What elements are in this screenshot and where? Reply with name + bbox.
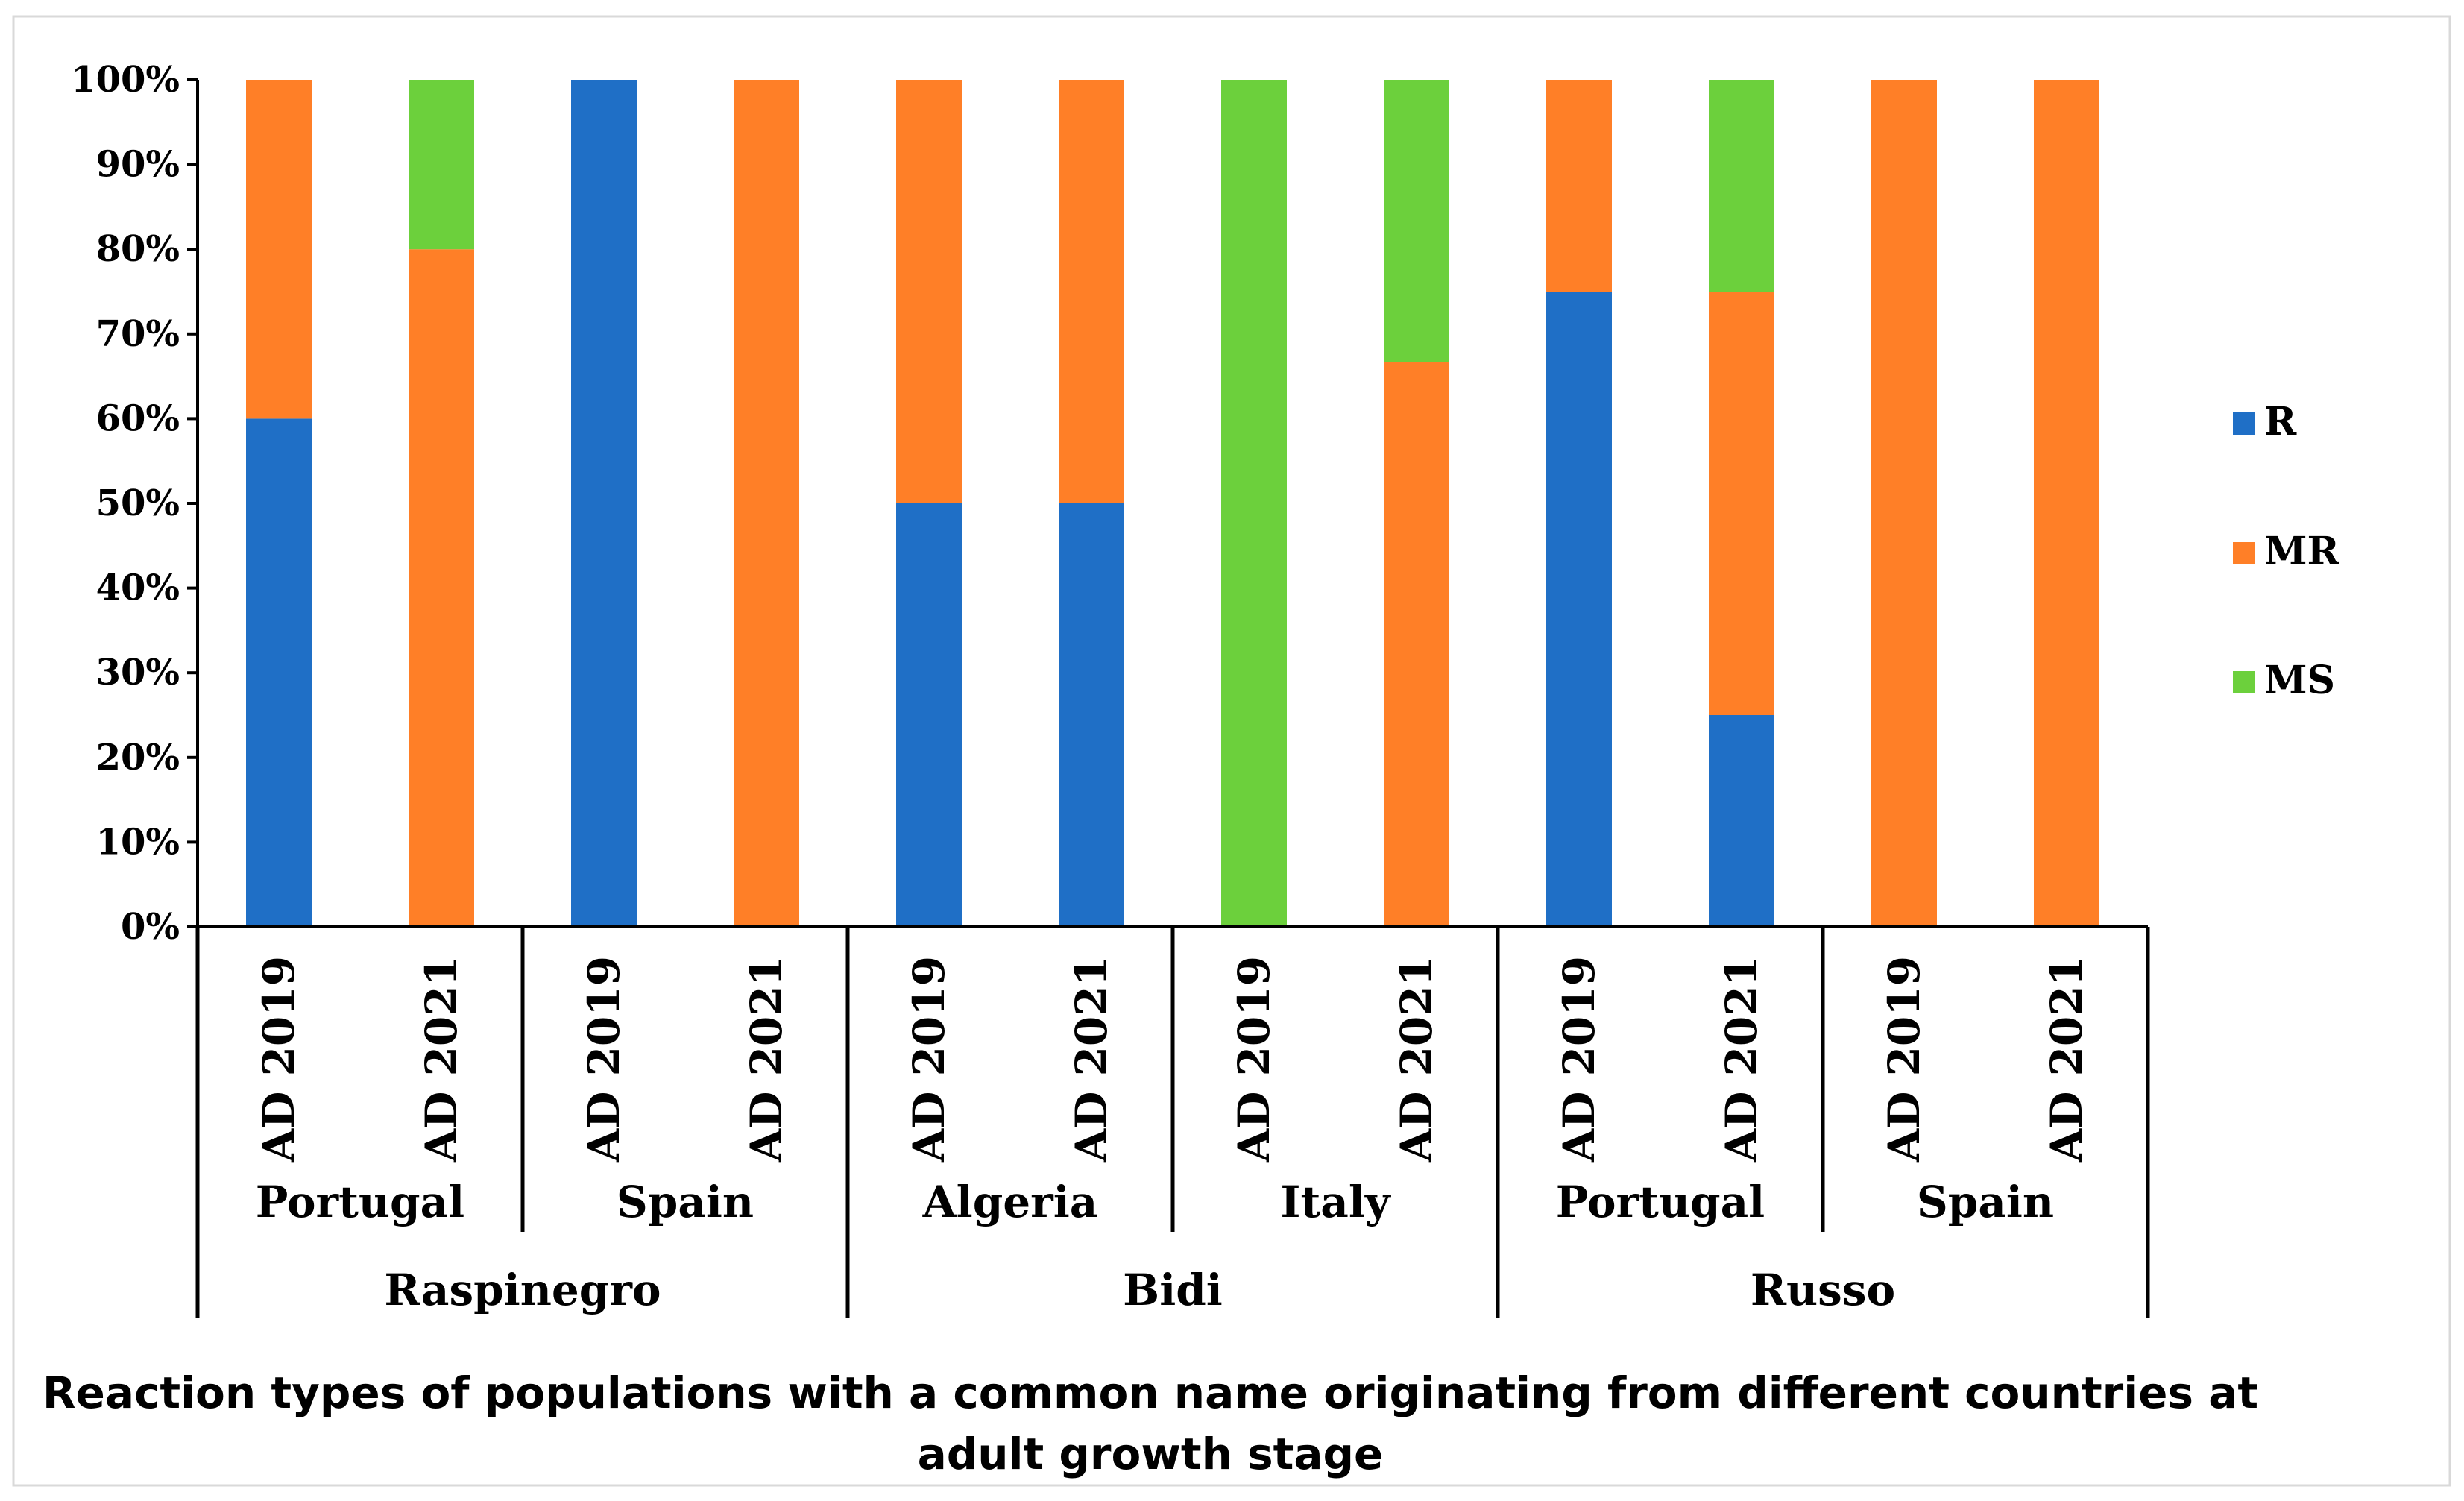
legend-label-r: R	[2264, 399, 2297, 444]
category-label: AD 2021	[2041, 956, 2092, 1163]
country-label: Spain	[1917, 1177, 2054, 1227]
bar-segment-mr-12	[2034, 80, 2099, 927]
chart-title-line-1: Reaction types of populations with a com…	[42, 1368, 2258, 1418]
y-tick-label: 100%	[71, 59, 180, 101]
bar-segment-r-5	[896, 503, 962, 927]
bar-segment-mr-9	[1546, 80, 1612, 292]
bar-segment-mr-4	[734, 80, 799, 927]
category-label: AD 2021	[1716, 956, 1767, 1163]
bar-segment-mr-1	[246, 80, 312, 419]
bar-segment-ms-8	[1384, 80, 1449, 362]
bar-segment-mr-10	[1709, 292, 1774, 715]
bar-segment-r-10	[1709, 715, 1774, 927]
country-label: Spain	[617, 1177, 754, 1227]
category-label: AD 2019	[1879, 956, 1929, 1163]
y-tick-label: 30%	[96, 652, 180, 693]
legend-swatch-r	[2233, 412, 2255, 435]
bar-segment-mr-5	[896, 80, 962, 503]
bar-segment-mr-11	[1871, 80, 1937, 927]
y-tick-label: 60%	[96, 397, 180, 439]
country-label: Algeria	[922, 1177, 1098, 1227]
category-label: AD 2021	[1066, 956, 1117, 1163]
legend-swatch-ms	[2233, 671, 2255, 693]
bar-segment-r-9	[1546, 292, 1612, 927]
bar-segment-r-1	[246, 418, 312, 927]
bar-segment-ms-10	[1709, 80, 1774, 292]
y-tick-label: 40%	[96, 567, 180, 609]
legend-label-ms: MS	[2264, 658, 2335, 703]
chart-title-line-2: adult growth stage	[918, 1429, 1384, 1479]
country-label: Italy	[1280, 1177, 1392, 1227]
bar-segment-ms-7	[1221, 80, 1287, 927]
category-label: AD 2021	[1391, 956, 1442, 1163]
y-tick-label: 50%	[96, 482, 180, 524]
y-tick-label: 80%	[96, 228, 180, 270]
bar-segment-mr-6	[1059, 80, 1124, 503]
legend-swatch-mr	[2233, 542, 2255, 564]
bar-segment-ms-2	[409, 80, 474, 250]
category-label: AD 2021	[741, 956, 792, 1163]
bar-segment-mr-2	[409, 249, 474, 927]
category-label: AD 2019	[1554, 956, 1604, 1163]
bar-segment-r-6	[1059, 503, 1124, 927]
category-label: AD 2019	[579, 956, 629, 1163]
bar-segment-r-3	[571, 80, 637, 927]
y-tick-label: 0%	[121, 906, 180, 948]
category-label: AD 2021	[416, 956, 467, 1163]
bar-segment-mr-8	[1384, 362, 1449, 927]
y-tick-label: 20%	[96, 737, 180, 778]
category-label: AD 2019	[1229, 956, 1279, 1163]
category-label: AD 2019	[253, 956, 304, 1163]
group-label: Raspinegro	[384, 1265, 661, 1315]
group-label: Bidi	[1123, 1265, 1223, 1315]
country-label: Portugal	[256, 1177, 464, 1227]
y-tick-label: 70%	[96, 313, 180, 355]
y-tick-label: 10%	[96, 821, 180, 863]
y-tick-label: 90%	[96, 144, 180, 186]
category-label: AD 2019	[904, 956, 954, 1163]
country-label: Portugal	[1556, 1177, 1765, 1227]
group-label: Russo	[1751, 1265, 1895, 1315]
legend-label-mr: MR	[2264, 529, 2340, 574]
